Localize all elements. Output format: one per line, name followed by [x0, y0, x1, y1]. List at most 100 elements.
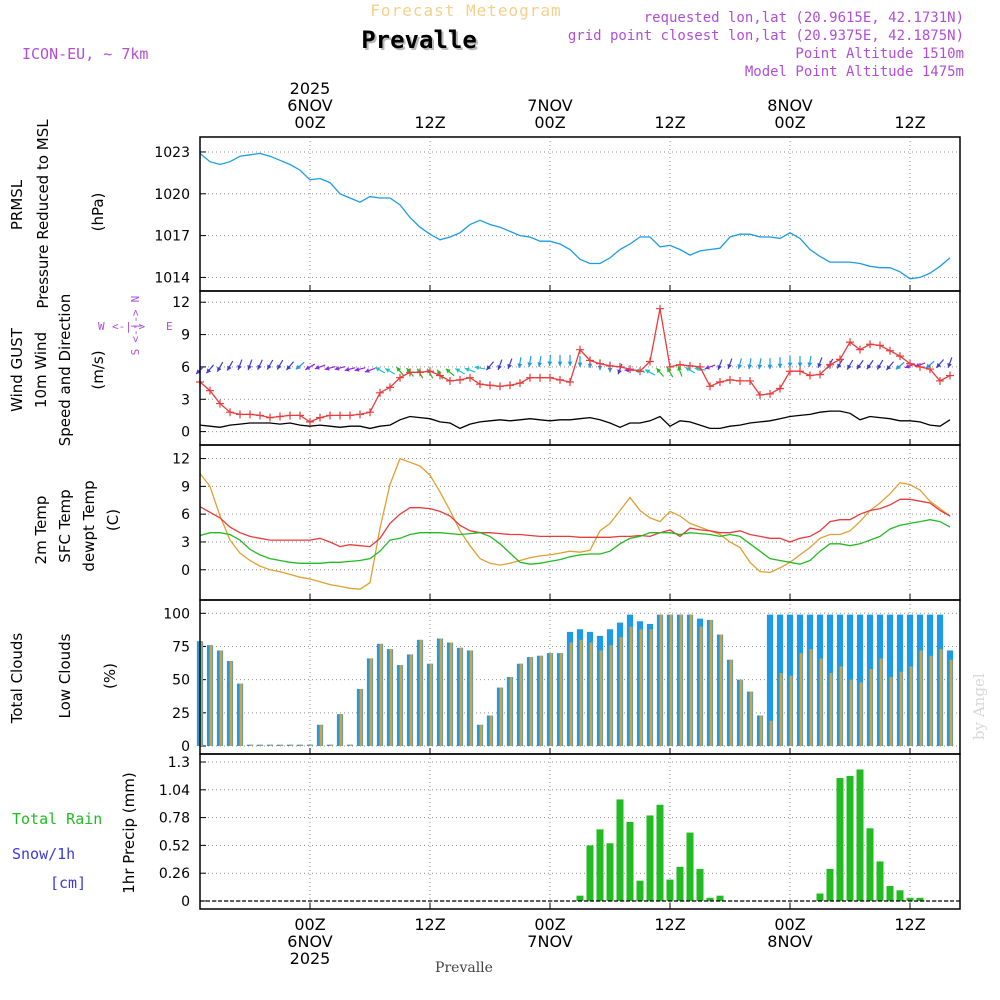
wind-arrow-head [486, 365, 492, 371]
gust-marker [386, 383, 394, 392]
wind-arrow [777, 357, 783, 369]
footer-location: Prevalle [435, 960, 493, 976]
low-cloud-bar [209, 645, 213, 746]
gust-marker [486, 381, 494, 390]
gust-marker [636, 367, 644, 376]
wind-arrow [727, 358, 733, 370]
low-cloud-bar [469, 650, 473, 746]
wind-arrow [286, 361, 294, 371]
low-cloud-bar [869, 669, 873, 746]
y-tick-label: 6 [181, 360, 190, 376]
gust-marker [476, 380, 484, 389]
wind-arrow [644, 369, 656, 376]
low-cloud-bar [519, 663, 523, 746]
subtitle: Forecast Meteogram [370, 1, 561, 20]
wind-arrow [374, 366, 386, 374]
wind-arrow-head [877, 364, 882, 370]
low-cloud-bar [559, 653, 563, 746]
low-cloud-bar [629, 626, 633, 746]
grid-point-coords: grid point closest lon,lat (20.9375E, 42… [568, 28, 964, 44]
wind-arrow-head [557, 361, 563, 366]
low-cloud-bar [309, 744, 313, 746]
y-tick-label: 1017 [154, 229, 190, 245]
gust-marker [776, 384, 784, 393]
wind-arrow [276, 359, 284, 370]
rain-bar [916, 897, 924, 901]
wind-arrow [497, 359, 503, 371]
label-precip-axis: 1hr Precip (mm) [120, 772, 138, 893]
wind-arrow [396, 366, 404, 376]
gust-marker [916, 362, 924, 371]
gust-marker [226, 408, 234, 417]
gust-marker [306, 417, 314, 426]
low-cloud-bar [269, 744, 273, 746]
label-wind-gust: Wind GUST [8, 327, 26, 412]
wind-arrow [237, 359, 243, 371]
y-tick-label: 9 [181, 328, 190, 344]
low-cloud-bar [739, 679, 743, 746]
wind-arrow-head [685, 367, 691, 372]
low-cloud-bar [439, 638, 443, 746]
wind-arrow-head [607, 368, 613, 373]
low-cloud-bar [349, 744, 353, 746]
wind-arrow-head [295, 364, 301, 370]
wind-arrow [354, 367, 366, 372]
low-cloud-bar [889, 677, 893, 746]
wind-arrow-head [324, 365, 330, 371]
low-cloud-bar [449, 642, 453, 746]
y-tick-label: 1023 [154, 145, 190, 161]
wind-arrow [704, 364, 716, 370]
y-tick-label: 9 [181, 479, 190, 495]
low-cloud-bar [679, 614, 683, 746]
low-cloud-bar [619, 637, 623, 746]
wind-arrow [567, 354, 573, 366]
gust-marker [736, 376, 744, 385]
wind-arrow [474, 365, 486, 371]
low-cloud-bar [749, 691, 753, 746]
time-label-top: 12Z [414, 113, 445, 132]
gust-marker [926, 365, 934, 374]
low-cloud-bar [339, 714, 343, 746]
gust-marker [236, 410, 244, 419]
wind-arrow [656, 367, 664, 377]
label-10m-wind: 10m Wind [32, 332, 50, 408]
label-pressure-msl: Pressure Reduced to MSL [34, 119, 52, 309]
gust-marker [286, 411, 294, 420]
low-cloud-bar [579, 639, 583, 746]
wind-arrow-head [895, 364, 901, 370]
low-cloud-bar [489, 715, 493, 746]
gust-marker [676, 360, 684, 369]
time-label-top: 00Z [534, 113, 565, 132]
low-cloud-bar [229, 661, 233, 746]
low-cloud-bar [509, 677, 513, 746]
gust-marker [346, 411, 354, 420]
gust-marker [296, 411, 304, 420]
low-cloud-bar [849, 679, 853, 746]
wind-arrow [527, 356, 533, 368]
y-tick-label: 1.3 [168, 755, 190, 771]
wind-arrow [324, 365, 336, 371]
wind-arrow [936, 359, 944, 369]
pressure-line [199, 152, 951, 280]
rain-bar [636, 880, 644, 901]
low-cloud-bar [539, 655, 543, 746]
y-tick-label: 6 [181, 507, 190, 523]
wind-arrow [797, 356, 803, 368]
wind-arrow-head [645, 369, 651, 374]
y-tick-label: 0.78 [159, 811, 190, 827]
wind-arrow-head [455, 368, 461, 373]
y-tick-label: 3 [181, 392, 190, 408]
rain-bar [706, 897, 714, 901]
time-label-top: 00Z [294, 113, 325, 132]
page-title-main: Prevalle [361, 26, 477, 54]
wind-arrow [454, 367, 466, 375]
gust-marker [656, 304, 664, 313]
gust-marker [586, 356, 594, 365]
panel-1: 0 3 6 9 12 [172, 291, 960, 445]
total-cloud-bar [766, 614, 774, 746]
wind-arrow-head [727, 363, 732, 369]
low-cloud-bar [839, 666, 843, 746]
sfc-temp-line [199, 457, 951, 590]
